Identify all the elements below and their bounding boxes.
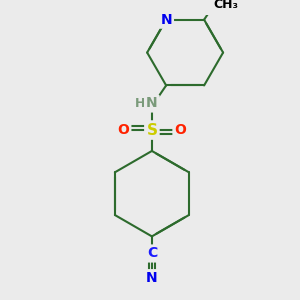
Text: O: O xyxy=(174,123,186,137)
Text: CH₃: CH₃ xyxy=(214,0,239,11)
Text: O: O xyxy=(118,123,129,137)
Text: N: N xyxy=(146,271,158,285)
Text: H: H xyxy=(135,97,146,110)
Text: S: S xyxy=(146,123,158,138)
Text: N: N xyxy=(160,13,172,27)
Text: N: N xyxy=(146,97,158,110)
Text: C: C xyxy=(147,247,157,260)
